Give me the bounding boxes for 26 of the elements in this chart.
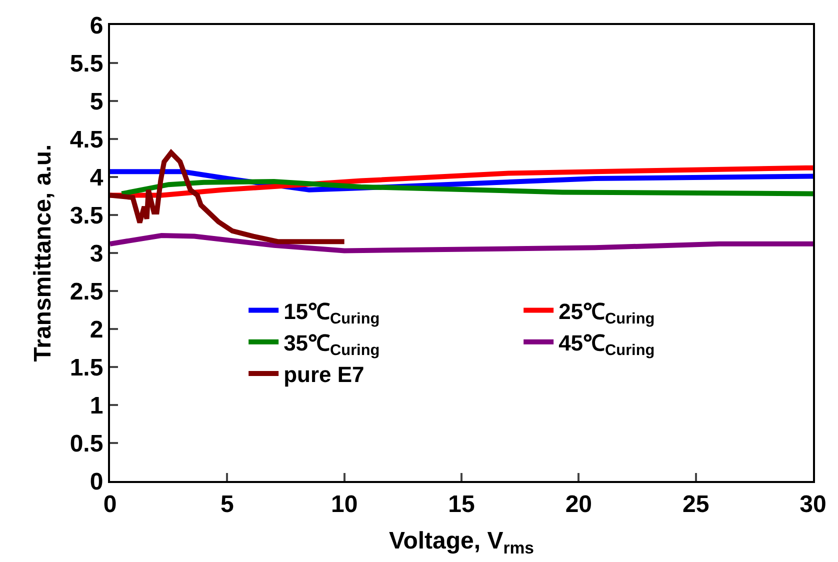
legend-label: pure E7 [284,362,364,388]
y-tick-label: 0 [90,468,104,496]
y-tick-label: 3.5 [70,202,104,230]
y-tick-label: 2 [90,316,104,344]
y-tick-label: 5 [90,88,104,116]
x-tick-label: 25 [682,490,710,518]
x-tick-label: 5 [220,490,234,518]
legend-label: 25℃$_{Curing}$ [558,298,655,328]
x-tick-label: 15 [448,490,475,518]
y-tick-label: 0.5 [70,430,104,458]
y-axis-title: Transmittance, a.u. [29,144,56,362]
y-tick-label: 1 [90,392,104,420]
y-tick-label: 4.5 [70,126,104,154]
x-tick-label: 20 [565,490,592,518]
y-tick-label: 2.5 [70,278,104,306]
legend-label: 45℃$_{Curing}$ [558,330,655,360]
legend-label: 35℃$_{Curing}$ [284,330,380,360]
y-tick-label: 1.5 [70,354,104,382]
y-tick-label: 6 [90,12,104,40]
y-tick-label: 4 [90,164,104,192]
x-tick-label: 10 [330,490,358,518]
y-tick-label: 3 [90,240,104,268]
legend-label: 15℃$_{Curing}$ [284,298,380,328]
x-axis-title: Voltage, V$_{rms}$ [388,528,534,558]
x-tick-label: 30 [800,490,826,518]
y-tick-label: 5.5 [70,50,104,78]
